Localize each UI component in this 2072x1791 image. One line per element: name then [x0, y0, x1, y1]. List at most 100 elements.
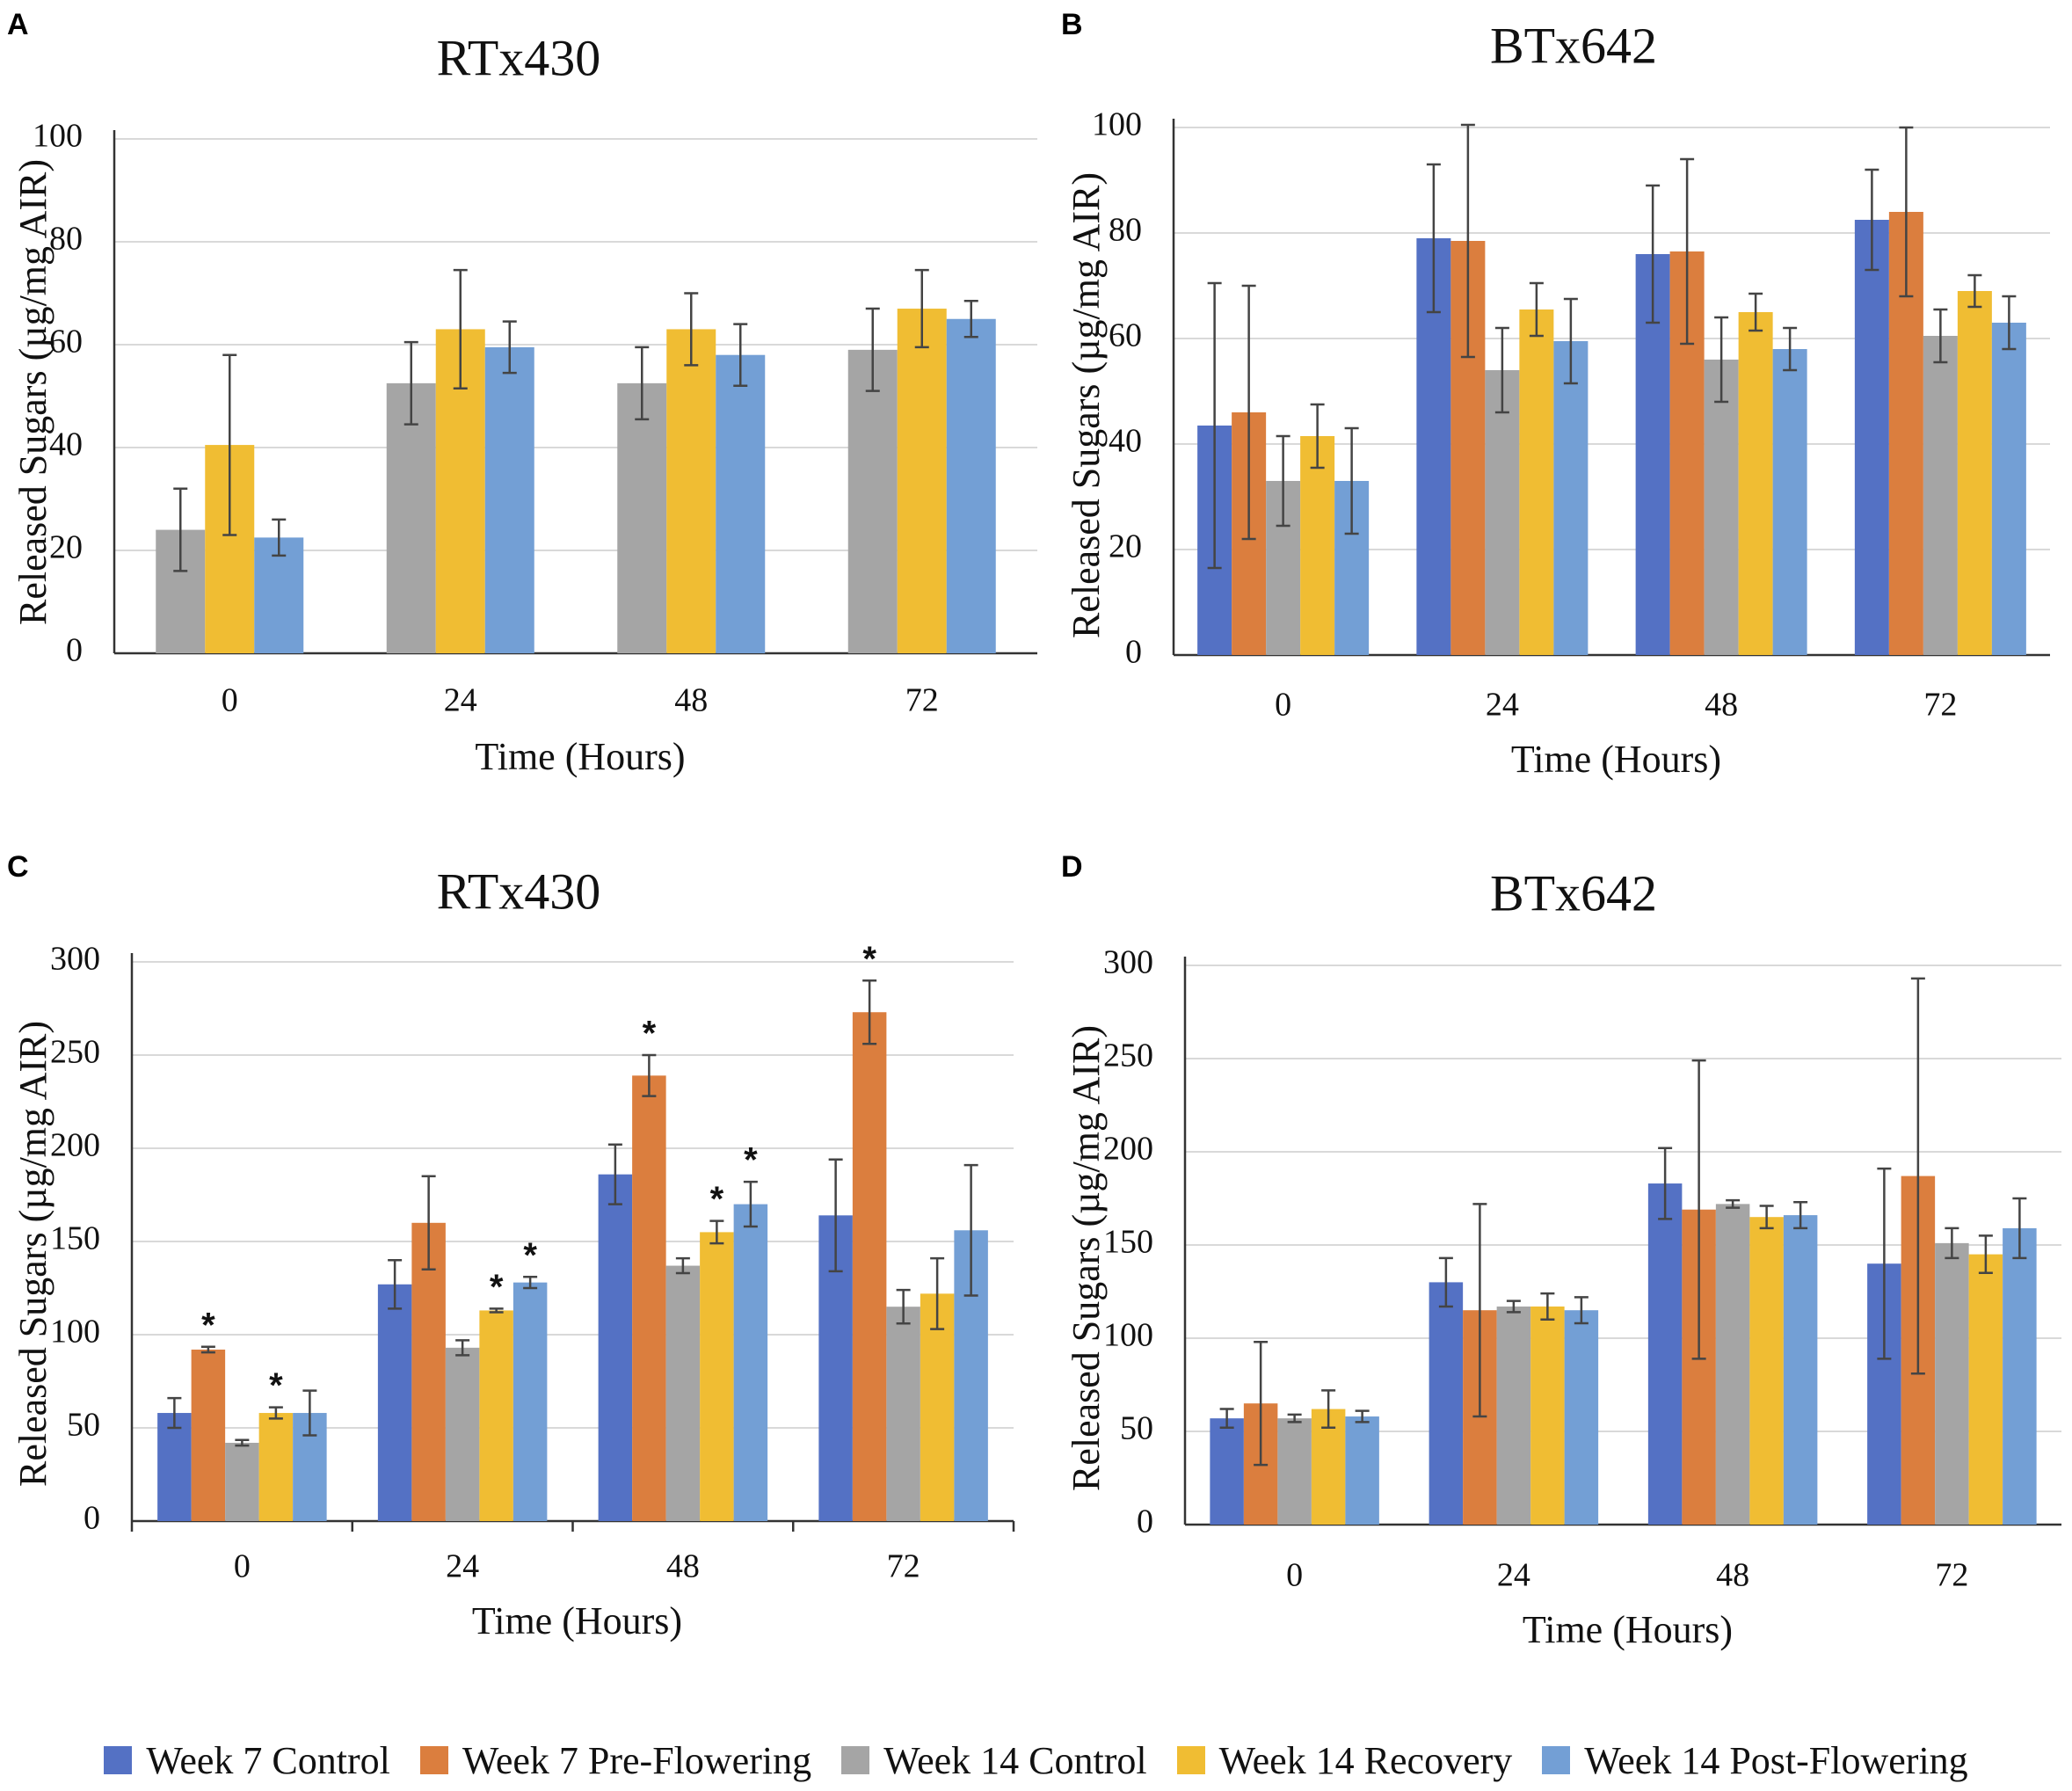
bar [886, 1307, 920, 1521]
bar [484, 346, 534, 653]
bar [700, 1232, 734, 1521]
y-axis-label: Released Sugars (µg/mg AIR) [1065, 172, 1108, 638]
x-axis-label: Time (Hours) [475, 735, 685, 778]
significance-marker: * [744, 1141, 758, 1180]
bar [1519, 309, 1554, 655]
legend-item-week14-control: Week 14 Control [841, 1738, 1147, 1783]
y-tick-label: 40 [49, 426, 83, 463]
legend-swatch [419, 1746, 448, 1774]
x-tick-label: 24 [446, 1548, 479, 1585]
y-tick-label: 50 [67, 1407, 100, 1444]
y-tick-label: 60 [49, 324, 83, 360]
bar [598, 1174, 633, 1521]
x-tick-label: 24 [1486, 687, 1519, 724]
y-tick-label: 0 [84, 1500, 100, 1537]
bar [1935, 1242, 1969, 1525]
significance-marker: * [269, 1366, 283, 1405]
bar [666, 329, 716, 653]
bar [1277, 1418, 1312, 1525]
y-tick-label: 100 [1103, 1317, 1153, 1354]
significance-marker: * [643, 1015, 657, 1053]
y-tick-label: 150 [50, 1220, 100, 1257]
bar [1991, 323, 2026, 655]
bar [157, 1413, 192, 1521]
bar [1429, 1282, 1464, 1525]
legend-item-week14-recovery: Week 14 Recovery [1176, 1738, 1513, 1783]
bar [1485, 370, 1520, 655]
x-tick-label: 24 [444, 682, 477, 719]
legend-label: Week 14 Control [883, 1738, 1147, 1782]
x-tick-label: 72 [905, 682, 939, 719]
y-tick-label: 300 [50, 941, 100, 978]
bar [1968, 1254, 2003, 1525]
bar [254, 537, 304, 653]
x-tick-label: 24 [1497, 1557, 1530, 1594]
panel-letter-c: C [7, 850, 29, 884]
x-tick-label: 0 [1275, 687, 1291, 724]
y-tick-label: 60 [1109, 317, 1142, 354]
y-axis-label: Released Sugars (µg/mg AIR) [11, 159, 55, 625]
y-tick-label: 200 [50, 1127, 100, 1164]
x-axis-label: Time (Hours) [472, 1599, 682, 1642]
significance-marker: * [523, 1236, 537, 1275]
y-tick-label: 20 [49, 529, 83, 566]
bar [1738, 312, 1773, 655]
bar [445, 1347, 480, 1521]
bar [225, 1442, 259, 1521]
significance-marker: * [862, 940, 876, 979]
y-tick-label: 0 [1125, 634, 1142, 671]
chart-title-c: RTx430 [437, 863, 601, 920]
bar [1715, 1204, 1750, 1525]
legend-label: Week 7 Pre-Flowering [462, 1738, 812, 1782]
legend-swatch [104, 1746, 133, 1774]
x-tick-label: 72 [1923, 687, 1957, 724]
bar [920, 1293, 955, 1521]
bar [1210, 1418, 1244, 1525]
y-tick-label: 20 [1109, 528, 1142, 565]
bar [1923, 336, 1958, 655]
x-tick-label: 48 [666, 1548, 700, 1585]
y-tick-label: 100 [50, 1314, 100, 1351]
bar [1772, 349, 1807, 655]
legend-label: Week 14 Recovery [1218, 1738, 1513, 1782]
bar [479, 1310, 513, 1521]
y-tick-label: 40 [1109, 423, 1142, 460]
bar [258, 1413, 294, 1521]
chart-title-d: BTx642 [1490, 864, 1657, 921]
legend-swatch [1542, 1746, 1571, 1774]
legend-swatch [841, 1746, 870, 1774]
bar [632, 1075, 666, 1521]
y-tick-label: 100 [1092, 106, 1142, 143]
bar [852, 1012, 887, 1521]
bar [1704, 360, 1739, 655]
chart-title-b: BTx642 [1490, 17, 1657, 74]
x-tick-label: 72 [887, 1548, 920, 1585]
x-tick-label: 48 [1716, 1557, 1749, 1594]
y-tick-label: 250 [1103, 1037, 1153, 1074]
legend: Week 7 Control Week 7 Pre-Flowering Week… [0, 1734, 2072, 1787]
bar [1496, 1306, 1531, 1525]
y-tick-label: 250 [50, 1034, 100, 1071]
bar [946, 318, 996, 653]
legend-swatch [1176, 1746, 1205, 1774]
legend-item-week14-postflowering: Week 14 Post-Flowering [1542, 1738, 1968, 1783]
x-axis-label: Time (Hours) [1511, 738, 1721, 781]
significance-marker: * [490, 1268, 504, 1307]
legend-item-week7-control: Week 7 Control [104, 1738, 390, 1783]
bar [1647, 1183, 1683, 1525]
x-tick-label: 48 [1705, 687, 1738, 724]
bar [716, 354, 766, 653]
y-tick-label: 0 [66, 632, 83, 669]
x-tick-label: 0 [1286, 1557, 1303, 1594]
bar [411, 1222, 446, 1521]
y-axis-label: Released Sugars (µg/mg AIR) [11, 1021, 55, 1487]
chart-title-a: RTx430 [437, 29, 601, 86]
x-axis-label: Time (Hours) [1523, 1608, 1733, 1651]
bar [665, 1265, 701, 1521]
bar [1300, 436, 1335, 655]
significance-marker: * [201, 1306, 215, 1344]
bar [377, 1284, 412, 1521]
bar [1957, 291, 1992, 655]
x-tick-label: 0 [234, 1548, 251, 1585]
